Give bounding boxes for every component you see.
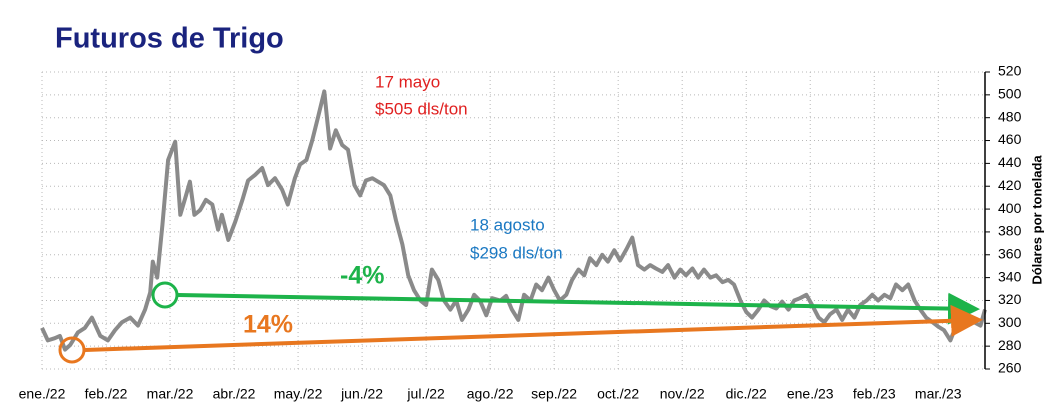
x-tick-label: jul./22	[406, 386, 445, 402]
y-tick-label: 420	[998, 177, 1022, 193]
annotation: 18 agosto	[470, 215, 545, 234]
trend-arrow	[84, 304, 983, 352]
y-tick-label: 460	[998, 131, 1022, 147]
x-tick-label: ago./22	[467, 386, 514, 402]
x-tick-label: feb./22	[85, 386, 128, 402]
x-tick-label: abr./22	[213, 386, 256, 402]
x-tick-label: ene./22	[19, 386, 66, 402]
x-tick-label: feb./23	[853, 386, 896, 402]
x-tick-label: sep./22	[531, 386, 577, 402]
y-tick-label: 480	[998, 108, 1022, 124]
y-tick-label: 500	[998, 86, 1022, 102]
marker-circle	[151, 281, 179, 309]
trend-arrow	[177, 292, 980, 325]
x-tick-label: may./22	[274, 386, 323, 402]
x-tick-label: dic./22	[726, 386, 767, 402]
x-tick-label: nov./22	[660, 386, 705, 402]
y-tick-label: 320	[998, 291, 1022, 307]
x-tick-label: mar./22	[147, 386, 194, 402]
x-tick-label: jun./22	[340, 386, 383, 402]
marker-circle	[58, 336, 86, 364]
x-tick-label: oct./22	[597, 386, 639, 402]
y-tick-label: 440	[998, 154, 1022, 170]
y-tick-label: 360	[998, 245, 1022, 261]
y-tick-label: 280	[998, 337, 1022, 353]
y-tick-label: 380	[998, 223, 1022, 239]
series	[40, 89, 987, 352]
y-tick-label: 260	[998, 360, 1022, 376]
y-tick-label: 300	[998, 314, 1022, 330]
y-tick-label: 520	[998, 63, 1022, 79]
y-tick-label: 400	[998, 200, 1022, 216]
annotation: $298 dls/ton	[470, 243, 563, 262]
price-line	[40, 89, 987, 352]
y-tick-label: 340	[998, 268, 1022, 284]
chart-title: Futuros de Trigo	[55, 23, 284, 55]
annotation: 17 mayo	[375, 72, 440, 91]
x-tick-label: ene./23	[787, 386, 834, 402]
y-axis-label: Dólares por tonelada	[1029, 155, 1044, 285]
annotation: -4%	[340, 262, 384, 290]
x-tick-label: mar./23	[915, 386, 962, 402]
annotation: $505 dls/ton	[375, 99, 468, 118]
annotation: 14%	[243, 311, 293, 339]
